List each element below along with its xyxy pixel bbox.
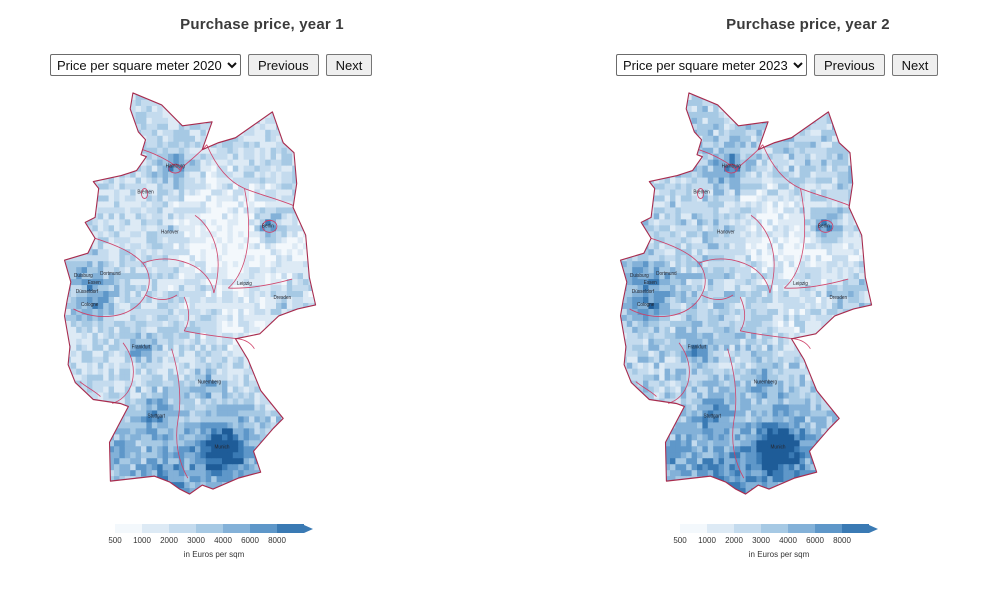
- city-label: Munich: [214, 444, 229, 450]
- scale-segment: [761, 524, 788, 533]
- city-label: Dortmund: [100, 271, 121, 277]
- panel-year-1: Purchase price, year 1 Price per square …: [42, 0, 482, 606]
- color-legend-year-2: 500 1000 2000 3000 4000 6000 8000 in Eur…: [673, 524, 880, 559]
- scale-tick-label: 500: [108, 536, 122, 545]
- scale-segment: [223, 524, 250, 533]
- scale-tick-label: 8000: [268, 536, 286, 545]
- color-legend-year-1: 500 1000 2000 3000 4000 6000 8000 in Eur…: [108, 524, 315, 559]
- scale-tick-label: 8000: [833, 536, 851, 545]
- city-label: Dresden: [273, 295, 291, 301]
- scale-segment: [250, 524, 277, 533]
- panel-title-year-2: Purchase price, year 2: [726, 16, 890, 33]
- scale-tick-label: 4000: [214, 536, 232, 545]
- scale-segment: [115, 524, 142, 533]
- panel-year-2: Purchase price, year 2 Price per square …: [598, 0, 1000, 606]
- controls-row-year-2: Price per square meter 2023 Previous Nex…: [598, 54, 1000, 76]
- color-scale-bar: [115, 524, 315, 533]
- city-label: Leipzig: [793, 281, 808, 287]
- city-label: Frankfurt: [132, 345, 151, 351]
- scale-segment: [815, 524, 842, 533]
- scale-segment: [734, 524, 761, 533]
- city-label: Dresden: [829, 295, 847, 301]
- city-label: Cologne: [81, 302, 99, 308]
- city-label: Hamburg: [722, 163, 741, 169]
- scale-tick-label: 3000: [187, 536, 205, 545]
- controls-row-year-1: Price per square meter 2020 Previous Nex…: [42, 54, 482, 76]
- scale-segment: [196, 524, 223, 533]
- scale-tick-label: 500: [673, 536, 687, 545]
- city-label: Hamburg: [166, 163, 185, 169]
- scale-tick-label: 2000: [160, 536, 178, 545]
- legend-caption: in Euros per sqm: [183, 550, 245, 559]
- scale-tick-labels: 500 1000 2000 3000 4000 6000 8000: [108, 536, 315, 546]
- scale-arrow-icon: [304, 524, 313, 533]
- next-button-year-1[interactable]: Next: [325, 54, 373, 76]
- scale-tick-labels: 500 1000 2000 3000 4000 6000 8000: [673, 536, 880, 546]
- city-label: Bremen: [137, 189, 154, 195]
- germany-choropleth-map-year-2: Hamburg Bremen Hanover Berlin Duisburg Dortmu…: [619, 92, 873, 495]
- city-label: Berlin: [262, 223, 274, 229]
- city-label: Munich: [770, 444, 785, 450]
- scale-segment: [788, 524, 815, 533]
- city-label: Hanover: [161, 229, 179, 235]
- scale-tick-label: 1000: [133, 536, 151, 545]
- scale-tick-label: 1000: [698, 536, 716, 545]
- metric-select-year-1[interactable]: Price per square meter 2020: [50, 54, 241, 76]
- scale-arrow-icon: [869, 524, 878, 533]
- scale-tick-label: 6000: [241, 536, 259, 545]
- city-label: Essen: [644, 280, 657, 286]
- city-label: Frankfurt: [688, 345, 707, 351]
- city-label: Berlin: [818, 223, 830, 229]
- city-label: Essen: [88, 280, 101, 286]
- legend-caption: in Euros per sqm: [748, 550, 810, 559]
- city-label: Nuremberg: [754, 379, 778, 385]
- city-label: Cologne: [637, 302, 655, 308]
- panel-title-year-1: Purchase price, year 1: [180, 16, 344, 33]
- metric-select-year-2[interactable]: Price per square meter 2023: [616, 54, 807, 76]
- city-label: Bremen: [693, 189, 710, 195]
- scale-segment: [169, 524, 196, 533]
- next-button-year-2[interactable]: Next: [891, 54, 939, 76]
- city-label: Dortmund: [656, 271, 677, 277]
- scale-tick-label: 6000: [806, 536, 824, 545]
- scale-tick-label: 4000: [779, 536, 797, 545]
- city-label: Düsseldorf: [76, 289, 99, 295]
- city-label: Duisburg: [630, 273, 649, 279]
- city-label: Hanover: [717, 229, 735, 235]
- scale-segment: [277, 524, 304, 533]
- scale-segment: [680, 524, 707, 533]
- color-scale-bar: [680, 524, 880, 533]
- city-label: Düsseldorf: [632, 289, 655, 295]
- city-label: Stuttgart: [703, 413, 721, 419]
- city-label: Duisburg: [74, 273, 93, 279]
- scale-segment: [842, 524, 869, 533]
- scale-segment: [707, 524, 734, 533]
- previous-button-year-1[interactable]: Previous: [248, 54, 319, 76]
- scale-tick-label: 2000: [725, 536, 743, 545]
- scale-tick-label: 3000: [752, 536, 770, 545]
- scale-segment: [142, 524, 169, 533]
- previous-button-year-2[interactable]: Previous: [814, 54, 885, 76]
- city-label: Leipzig: [237, 281, 252, 287]
- germany-choropleth-map-year-1: Hamburg Bremen Hanover Berlin Duisburg Dortmu…: [63, 92, 317, 495]
- city-label: Stuttgart: [147, 413, 165, 419]
- city-label: Nuremberg: [198, 379, 222, 385]
